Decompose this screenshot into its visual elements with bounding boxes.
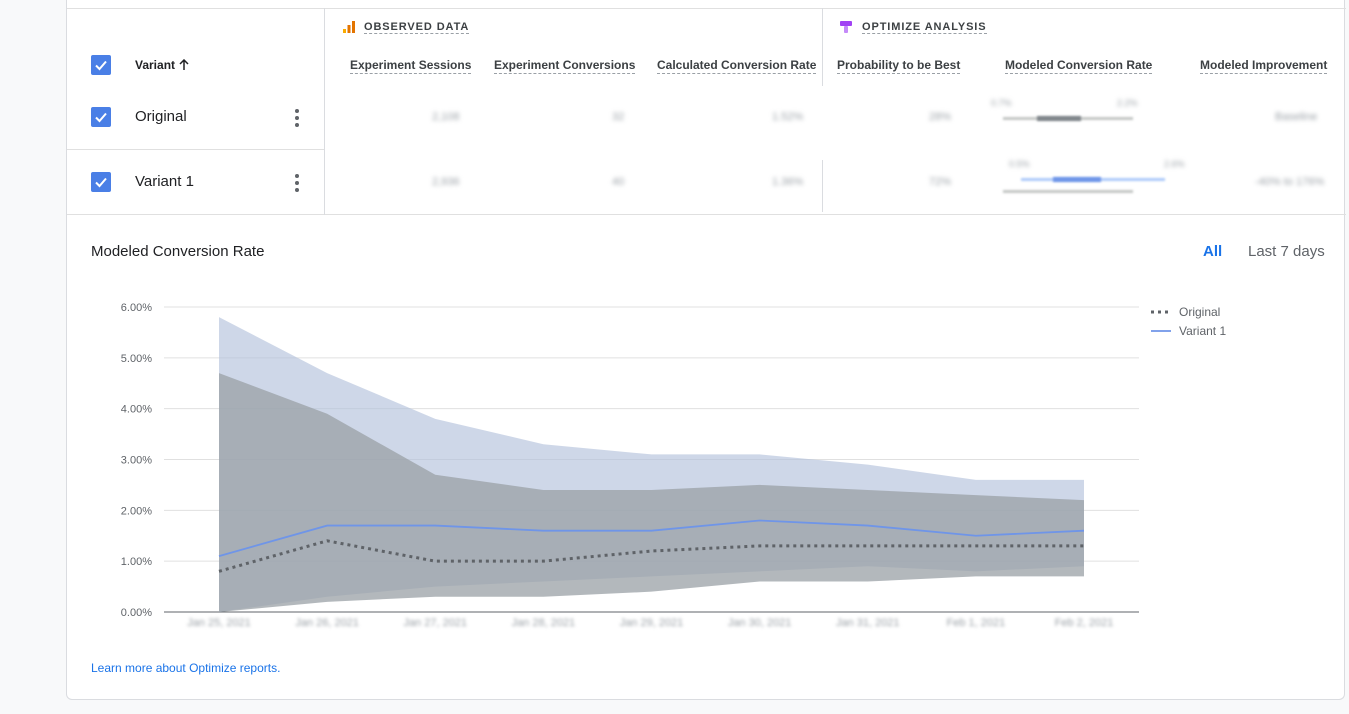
modeled-conversion-chart: 0.00% 1.00% 2.00% 3.00% 4.00% 5.00% 6.00% Jan 2… — [121, 302, 1227, 629]
filter-all-button[interactable]: All — [1203, 243, 1223, 260]
prob-best-value: 72% — [929, 176, 952, 188]
y-tick-label: 3.00% — [121, 455, 152, 467]
range-bar-core — [1037, 116, 1081, 121]
variant-name: Original — [135, 108, 187, 125]
legend-label: Original — [1179, 305, 1220, 319]
row-divider — [67, 149, 324, 150]
range-low-label: 0.7% — [991, 98, 1012, 108]
col-header-conversions[interactable]: Experiment Conversions — [494, 58, 636, 74]
select-all-checkbox[interactable] — [91, 55, 111, 75]
y-tick-label: 5.00% — [121, 353, 152, 365]
range-bar-reference — [1003, 190, 1133, 193]
col-header-calc-rate[interactable]: Calculated Conversion Rate — [657, 58, 817, 74]
range-low-label: 0.5% — [1009, 159, 1030, 169]
y-tick-label: 1.00% — [121, 556, 152, 568]
chart-title: Modeled Conversion Rate — [91, 243, 265, 260]
range-high-label: 2.6% — [1164, 159, 1185, 169]
range-bar-core — [1053, 177, 1101, 182]
y-tick-label: 6.00% — [121, 302, 152, 314]
improvement-value: Baseline — [1275, 111, 1318, 123]
col-header-sessions[interactable]: Experiment Sessions — [350, 58, 472, 74]
more-vert-icon[interactable] — [294, 174, 300, 192]
variant-name: Variant 1 — [135, 173, 194, 190]
column-divider — [324, 8, 325, 215]
calc-rate-value: 1.36% — [772, 176, 804, 188]
improvement-value: -40% to 176% — [1255, 176, 1325, 188]
x-tick-label: Feb 2, 2021 — [1055, 617, 1114, 629]
filter-last-7-days-button[interactable]: Last 7 days — [1248, 243, 1325, 260]
column-divider — [822, 8, 823, 86]
conversions-value: 32 — [612, 111, 625, 123]
range-high-label: 2.2% — [1117, 98, 1138, 108]
more-vert-icon[interactable] — [294, 109, 300, 127]
confidence-band-original — [219, 373, 1084, 612]
optimize-analysis-label: OPTIMIZE ANALYSIS — [862, 21, 987, 34]
variant-checkbox-variant-1[interactable] — [91, 172, 111, 192]
col-header-modeled-improvement[interactable]: Modeled Improvement — [1200, 58, 1328, 74]
calc-rate-value: 1.52% — [772, 111, 804, 123]
sessions-value: 2,936 — [432, 176, 460, 188]
x-tick-label: Jan 26, 2021 — [295, 617, 359, 629]
observed-data-label: OBSERVED DATA — [364, 21, 470, 34]
x-tick-label: Jan 30, 2021 — [728, 617, 792, 629]
variant-header-label: Variant — [135, 58, 176, 72]
variant-checkbox-original[interactable] — [91, 107, 111, 127]
legend-label: Variant 1 — [1179, 324, 1226, 338]
arrow-up-icon — [179, 58, 189, 70]
series-line-original — [218, 539, 1084, 573]
y-tick-label: 0.00% — [121, 607, 152, 619]
x-tick-label: Jan 27, 2021 — [403, 617, 467, 629]
x-tick-label: Feb 1, 2021 — [947, 617, 1006, 629]
experiment-report-card: Variant OBSERVED DATA OPTIMIZE ANALYSIS … — [66, 0, 1346, 700]
x-tick-label: Jan 29, 2021 — [620, 617, 684, 629]
conversions-value: 40 — [612, 176, 625, 188]
sessions-value: 2,108 — [432, 111, 460, 123]
table-bottom-border — [67, 214, 1346, 215]
prob-best-value: 28% — [929, 111, 952, 123]
col-header-modeled-rate[interactable]: Modeled Conversion Rate — [1005, 58, 1153, 74]
x-tick-label: Jan 31, 2021 — [836, 617, 900, 629]
analytics-icon — [343, 21, 355, 33]
optimize-icon — [840, 21, 852, 33]
column-divider — [822, 160, 823, 212]
x-tick-label: Jan 28, 2021 — [512, 617, 576, 629]
x-tick-label: Jan 25, 2021 — [187, 617, 251, 629]
y-tick-label: 2.00% — [121, 505, 152, 517]
learn-more-link[interactable]: Learn more about Optimize reports. — [91, 661, 281, 675]
y-tick-label: 4.00% — [121, 404, 152, 416]
variant-column-header[interactable]: Variant — [135, 58, 190, 72]
col-header-prob-best[interactable]: Probability to be Best — [837, 58, 961, 74]
table-top-border — [67, 8, 1346, 9]
